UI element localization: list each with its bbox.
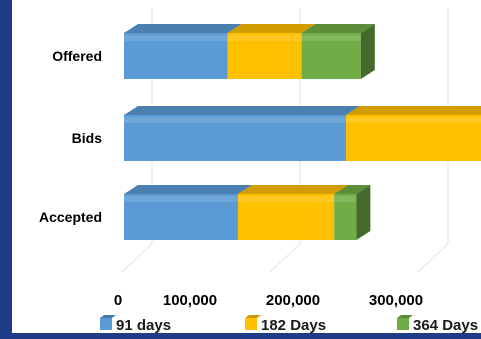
bar-segment-accepted-2 [237,194,335,240]
bar-segment-accepted-1 [124,194,238,240]
bottom-frame-border [0,333,481,339]
legend-swatch-1 [100,318,112,330]
bar-top-accepted-1 [124,185,252,194]
bar-segment-offered-3 [301,33,361,79]
bar-highlight-accepted-3 [334,196,357,202]
x-tick-label: 200,000 [266,292,320,309]
gridline-floor [269,243,301,273]
category-label-bids: Bids [72,130,103,146]
legend: 91 days 182 Days 364 Days [100,315,478,334]
x-tick-label: 100,000 [163,292,217,309]
legend-label-3: 364 Days [413,317,478,334]
bar-top-offered-3 [301,24,375,33]
gridline-floor [417,243,449,273]
bar-segment-accepted-3 [334,194,357,240]
bar-highlight-offered-2 [227,35,302,41]
category-label-accepted: Accepted [39,209,102,225]
bar-highlight-bids-1 [124,117,346,123]
bar-highlight-accepted-1 [124,196,238,202]
bar-segment-bids-1 [124,115,346,161]
x-tick-label: 0 [114,292,122,309]
x-tick-label: 300,000 [369,292,423,309]
category-labels: Offered Bids Accepted [39,48,102,225]
bar-top-bids-2 [346,106,481,115]
bar-segment-offered-1 [124,33,228,79]
legend-swatch-top-2 [245,315,261,318]
left-frame-border [0,0,12,339]
bar-top-accepted-3 [334,185,371,194]
bar-highlight-offered-1 [124,35,228,41]
category-label-offered: Offered [52,48,102,64]
bar-end-accepted [356,185,371,240]
legend-swatch-2 [245,318,257,330]
gridline-floor [121,243,153,273]
bar-top-offered-1 [124,24,242,33]
bar-top-offered-2 [227,24,316,33]
legend-label-2: 182 Days [261,317,326,334]
bar-segment-bids-2 [346,115,481,161]
legend-swatch-top-1 [100,315,116,318]
bar-top-accepted-2 [237,185,349,194]
bar-segment-offered-2 [227,33,302,79]
bar-highlight-bids-2 [346,117,481,123]
x-axis-tick-labels: 0 100,000 200,000 300,000 [114,292,423,309]
legend-label-1: 91 days [116,317,171,334]
bar-highlight-accepted-2 [237,196,335,202]
bar-highlight-offered-3 [301,35,361,41]
bars [124,24,481,240]
legend-swatch-3 [397,318,409,330]
legend-swatch-top-3 [397,315,413,318]
bar-top-bids-1 [124,106,360,115]
bar-end-offered [360,24,375,79]
